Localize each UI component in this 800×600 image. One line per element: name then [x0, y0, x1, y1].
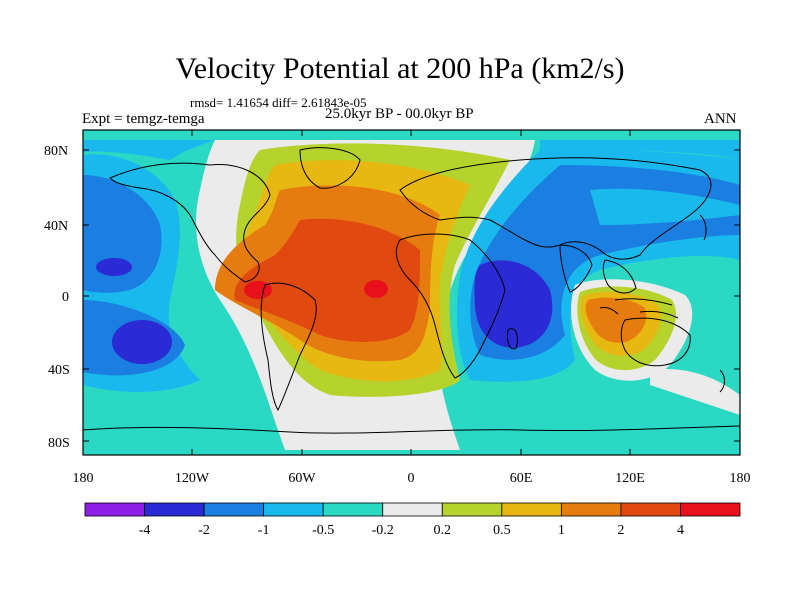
tick-marks: [82, 130, 741, 455]
colorbar-level-label: 0.5: [493, 523, 511, 538]
lat-label-80s: 80S: [48, 436, 70, 451]
north-america: [109, 162, 271, 283]
madagascar: [507, 328, 518, 350]
colorbar-swatch: [680, 502, 741, 517]
antarctica: [83, 425, 740, 434]
negative-region-indian: [457, 150, 740, 382]
period-label: 25.0kyr BP - 00.0kyr BP: [325, 106, 474, 122]
positive-region-atlantic: [196, 140, 535, 450]
lon-label-0: 0: [408, 471, 415, 486]
southeast-asia: [602, 259, 637, 294]
europe-asia: [399, 157, 712, 260]
lon-label-60e: 60E: [510, 471, 533, 486]
colorbar-swatch: [203, 502, 265, 517]
lat-label-80n: 80N: [44, 144, 68, 159]
lat-label-40n: 40N: [44, 219, 68, 234]
indonesia: [599, 298, 679, 319]
colorbar-swatch: [144, 502, 205, 517]
lon-label-120e: 120E: [615, 471, 645, 486]
latitude-labels: 80N 40N 0 40S 80S: [44, 144, 70, 451]
australia: [620, 317, 691, 367]
season-label: ANN: [704, 111, 737, 127]
colorbar-swatch: [322, 502, 384, 517]
lon-label-60w: 60W: [288, 471, 316, 486]
lon-label-120w: 120W: [175, 471, 210, 486]
colorbar-level-label: -2: [198, 523, 210, 538]
colorbar-level-label: 1: [558, 523, 565, 538]
greenland: [299, 147, 361, 189]
contour-field: [83, 130, 740, 455]
new-zealand: [719, 369, 725, 393]
colorbar-labels: -4 -2 -1 -0.5 -0.2 0.2 0.5 1 2 4: [139, 523, 684, 538]
colorbar-swatch: [560, 502, 622, 517]
colorbar-level-label: -4: [139, 523, 151, 538]
colorbar-swatch: [263, 502, 324, 517]
africa: [395, 233, 506, 379]
colorbar-level-label: -0.2: [372, 523, 394, 538]
japan: [699, 214, 707, 241]
colorbar-level-label: -0.5: [312, 523, 334, 538]
colorbar-level-label: 0.2: [434, 523, 452, 538]
stats-label: rmsd= 1.41654 diff= 2.61843e-05: [190, 95, 367, 110]
chart-title: Velocity Potential at 200 hPa (km2/s): [175, 52, 625, 85]
colorbar-swatch: [84, 502, 145, 517]
lat-label-0: 0: [62, 290, 69, 305]
colorbar-level-label: 4: [677, 523, 684, 538]
india: [559, 244, 593, 293]
colorbar-swatch: [620, 502, 681, 517]
lon-label-180w: 180: [73, 471, 94, 486]
colorbar-swatch: [501, 502, 562, 517]
lon-label-180e: 180: [730, 471, 751, 486]
colorbar-level-label: -1: [258, 523, 270, 538]
negative-region-pacific: [83, 154, 200, 392]
longitude-labels: 180 120W 60W 0 60E 120E 180: [73, 471, 751, 486]
south-america: [260, 282, 317, 412]
lat-label-40s: 40S: [48, 363, 70, 378]
colorbar-swatch: [382, 502, 443, 517]
colorbar-level-label: 2: [617, 523, 624, 538]
experiment-label: Expt = temgz-temga: [82, 111, 205, 127]
polar-patches: [83, 140, 740, 415]
colorbar: [84, 502, 741, 517]
coastlines: [83, 147, 740, 434]
colorbar-swatch: [441, 502, 503, 517]
